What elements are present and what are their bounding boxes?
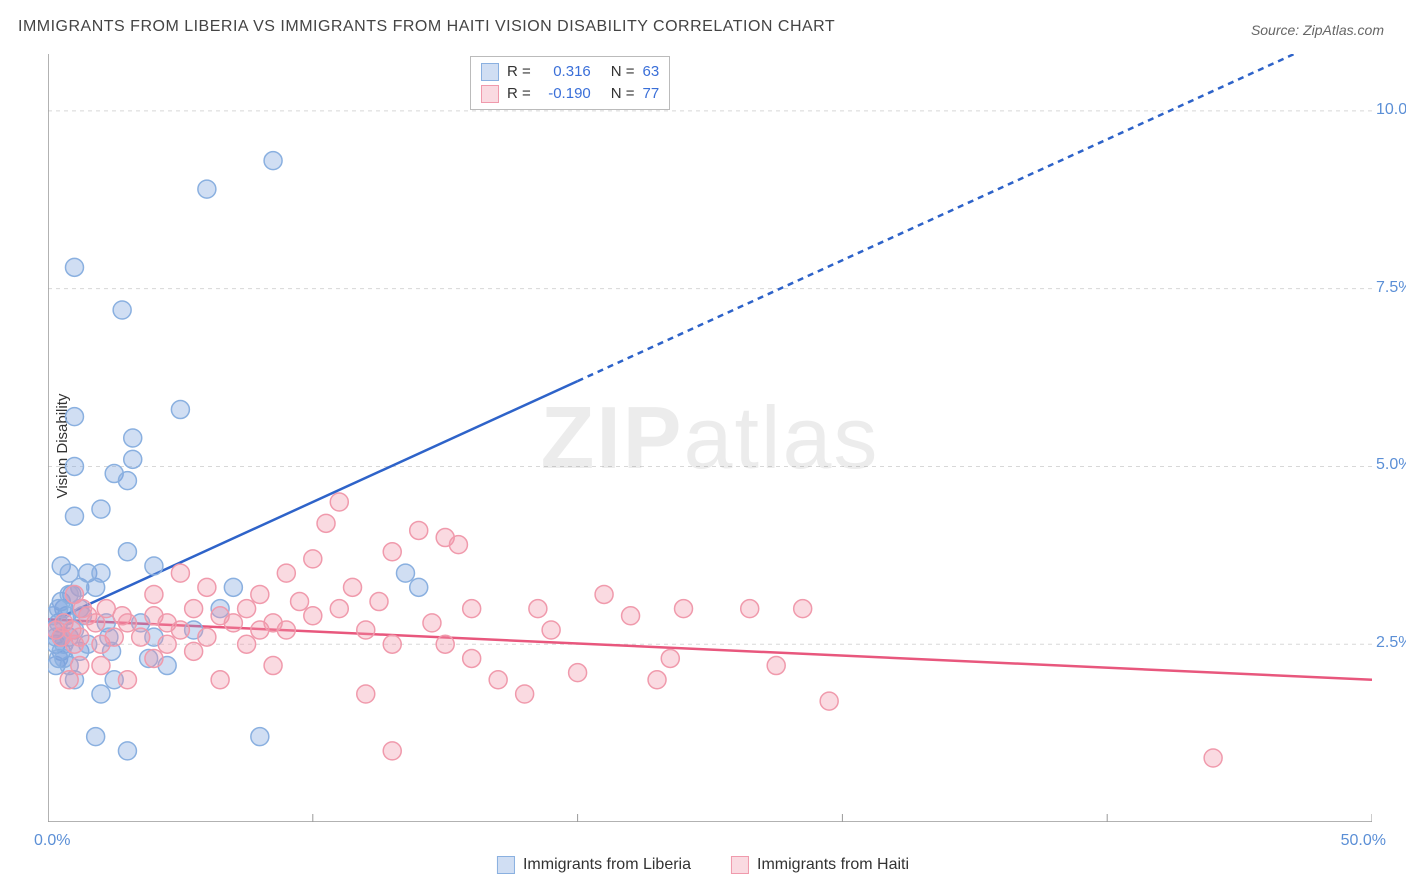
correlation-row: R = -0.190 N = 77 <box>481 83 659 105</box>
legend-item: Immigrants from Liberia <box>497 856 691 874</box>
series-swatch <box>497 856 515 874</box>
plot-area: ZIPatlas 2.5% 5.0% 7.5% 10.0% 0.0% 50.0% <box>48 54 1372 822</box>
legend-label: Immigrants from Haiti <box>757 856 909 874</box>
series-swatch <box>731 856 749 874</box>
series-legend: Immigrants from Liberia Immigrants from … <box>497 856 909 874</box>
chart-container: IMMIGRANTS FROM LIBERIA VS IMMIGRANTS FR… <box>0 0 1406 892</box>
series-swatch <box>481 85 499 103</box>
y-tick-label: 7.5% <box>1376 279 1406 297</box>
y-tick-label: 5.0% <box>1376 456 1406 474</box>
legend-item: Immigrants from Haiti <box>731 856 909 874</box>
correlation-row: R = 0.316 N = 63 <box>481 61 659 83</box>
source-attribution: Source: ZipAtlas.com <box>1251 22 1384 38</box>
series-swatch <box>481 63 499 81</box>
scatter-plot-svg <box>48 54 1372 822</box>
correlation-legend: R = 0.316 N = 63 R = -0.190 N = 77 <box>470 56 670 110</box>
x-tick-max-label: 50.0% <box>1341 832 1386 850</box>
legend-label: Immigrants from Liberia <box>523 856 691 874</box>
y-tick-label: 2.5% <box>1376 634 1406 652</box>
y-tick-label: 10.0% <box>1376 101 1406 119</box>
chart-title: IMMIGRANTS FROM LIBERIA VS IMMIGRANTS FR… <box>18 18 835 36</box>
x-tick-min-label: 0.0% <box>34 832 70 850</box>
